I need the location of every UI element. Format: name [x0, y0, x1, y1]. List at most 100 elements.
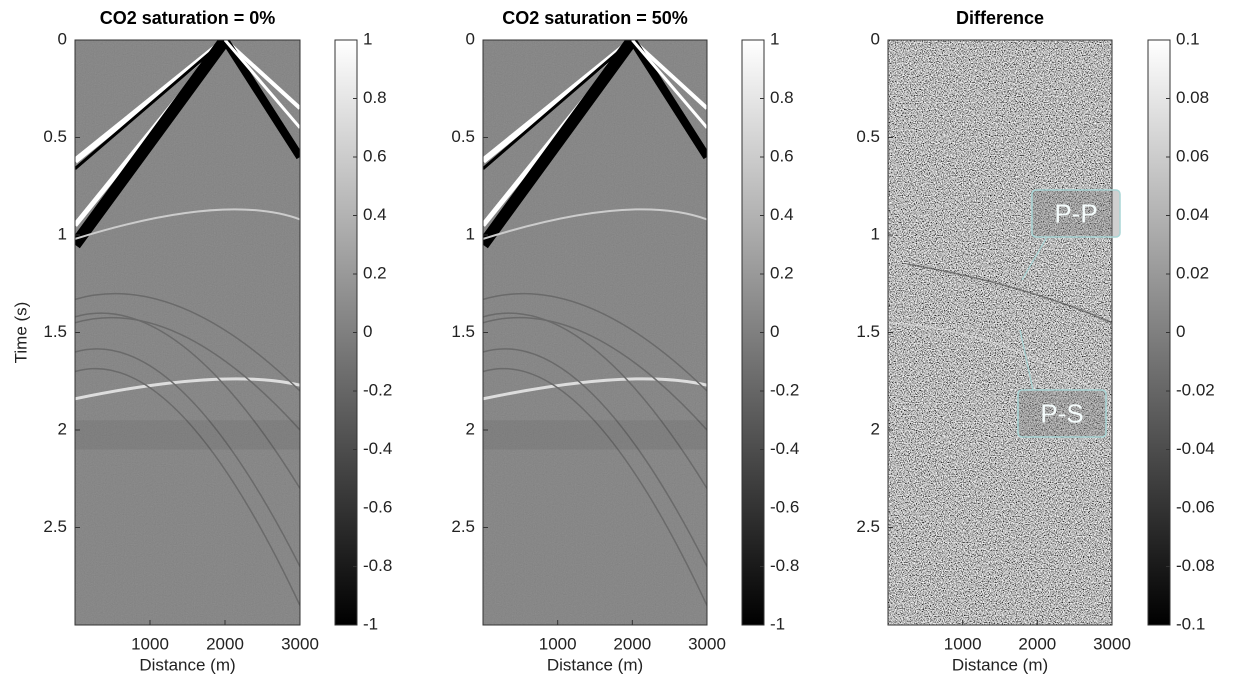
x-tick-label: 2000 — [613, 634, 651, 653]
y-axis-label: Time (s) — [11, 302, 30, 364]
y-tick-label: 0.5 — [451, 127, 475, 146]
colorbar-tick-label: 0.06 — [1176, 146, 1209, 165]
dark-band — [483, 420, 707, 450]
colorbar-tick-label: -0.1 — [1176, 614, 1205, 633]
colorbar-tick-label: 0.1 — [1176, 29, 1200, 48]
panel-title: CO2 saturation = 50% — [502, 8, 688, 28]
y-tick-label: 2 — [466, 419, 475, 438]
y-tick-label: 2.5 — [856, 517, 880, 536]
colorbar-tick-label: -0.04 — [1176, 439, 1215, 458]
pp-event — [907, 263, 1112, 324]
image-features — [75, 40, 300, 606]
colorbar-tick-label: -0.02 — [1176, 380, 1215, 399]
annotation-pointer — [1021, 236, 1048, 281]
colorbar-tick-label: 0.04 — [1176, 205, 1209, 224]
annotation-box — [1017, 389, 1107, 438]
colorbar-tick-label: 1 — [770, 29, 779, 48]
direct-wave — [223, 40, 300, 110]
y-tick-label: 2.5 — [43, 517, 67, 536]
colorbar-tick-label: 0.6 — [363, 146, 387, 165]
converted-wave — [75, 348, 300, 567]
image-background — [888, 40, 1112, 625]
annotation: P-S — [1040, 398, 1083, 428]
colorbar-tick-label: 0.2 — [770, 263, 794, 282]
x-tick-label: 3000 — [688, 634, 726, 653]
colorbar-tick-label: -0.6 — [770, 497, 799, 516]
y-tick-label: 1 — [871, 224, 880, 243]
direct-wave — [483, 40, 638, 249]
colorbar-tick-label: 0 — [770, 322, 779, 341]
converted-wave — [483, 348, 707, 567]
converted-wave — [75, 292, 300, 392]
colorbar-tick-label: -0.08 — [1176, 556, 1215, 575]
direct-wave — [75, 40, 226, 170]
colorbar-tick-label: -1 — [770, 614, 785, 633]
y-tick-label: 2.5 — [451, 517, 475, 536]
converted-wave — [483, 312, 707, 489]
colorbar-tick-label: 0.2 — [363, 263, 387, 282]
converted-wave — [483, 367, 707, 606]
annotation-pointer — [1019, 329, 1034, 391]
y-tick-label: 2 — [871, 419, 880, 438]
panel-title: CO2 saturation = 0% — [100, 8, 276, 28]
direct-wave — [630, 40, 707, 110]
colorbar-tick-label: -0.4 — [770, 439, 799, 458]
direct-wave — [75, 40, 230, 249]
colorbar-tick-label: 0.8 — [770, 88, 794, 107]
reflection — [75, 208, 300, 240]
colorbar-tick-label: 0.8 — [363, 88, 387, 107]
image-features — [888, 263, 1112, 402]
x-tick-label: 3000 — [1093, 634, 1131, 653]
colorbar-tick-label: 1 — [363, 29, 372, 48]
y-tick-label: 2 — [58, 419, 67, 438]
direct-wave — [221, 40, 300, 160]
colorbar-tick-label: -0.2 — [363, 380, 392, 399]
x-tick-label: 3000 — [281, 634, 319, 653]
colorbar-tick-label: 0.6 — [770, 146, 794, 165]
colorbar-tick-label: -0.06 — [1176, 497, 1215, 516]
y-tick-label: 0 — [466, 29, 475, 48]
converted-wave — [75, 367, 300, 606]
reflection — [483, 377, 707, 401]
x-axis-label: Distance (m) — [139, 655, 235, 674]
direct-wave — [631, 40, 707, 129]
colorbar-tick-label: 0.4 — [770, 205, 794, 224]
image-features — [483, 40, 707, 606]
colorbar-tick-label: 0.02 — [1176, 263, 1209, 282]
y-tick-label: 0.5 — [43, 127, 67, 146]
colorbar-tick-label: -1 — [363, 614, 378, 633]
y-tick-label: 0 — [871, 29, 880, 48]
x-tick-label: 1000 — [944, 634, 982, 653]
y-tick-label: 1 — [466, 224, 475, 243]
colorbar-tick-label: -0.8 — [363, 556, 392, 575]
x-tick-label: 2000 — [206, 634, 244, 653]
colorbar-tick-label: 0 — [1176, 322, 1185, 341]
y-tick-label: 1.5 — [856, 322, 880, 341]
reflection — [75, 377, 300, 401]
direct-wave — [483, 40, 634, 170]
converted-wave — [75, 316, 300, 431]
direct-wave — [628, 40, 707, 160]
x-axis-label: Distance (m) — [952, 655, 1048, 674]
colorbar-tick-label: -0.8 — [770, 556, 799, 575]
ps-event — [888, 322, 1112, 402]
panel-title: Difference — [956, 8, 1044, 28]
annotation-box — [1031, 189, 1121, 238]
annotation: P-P — [1054, 198, 1097, 228]
colorbar-tick-label: -0.4 — [363, 439, 392, 458]
x-tick-label: 1000 — [131, 634, 169, 653]
y-tick-label: 1.5 — [43, 322, 67, 341]
converted-wave — [75, 312, 300, 489]
y-tick-label: 0.5 — [856, 127, 880, 146]
reflection — [483, 208, 707, 240]
x-tick-label: 1000 — [539, 634, 577, 653]
colorbar-tick-label: -0.6 — [363, 497, 392, 516]
converted-wave — [483, 316, 707, 431]
converted-wave — [483, 292, 707, 392]
y-tick-label: 1.5 — [451, 322, 475, 341]
x-tick-label: 2000 — [1018, 634, 1056, 653]
x-axis-label: Distance (m) — [547, 655, 643, 674]
colorbar-tick-label: 0.4 — [363, 205, 387, 224]
colorbar-tick-label: 0.08 — [1176, 88, 1209, 107]
